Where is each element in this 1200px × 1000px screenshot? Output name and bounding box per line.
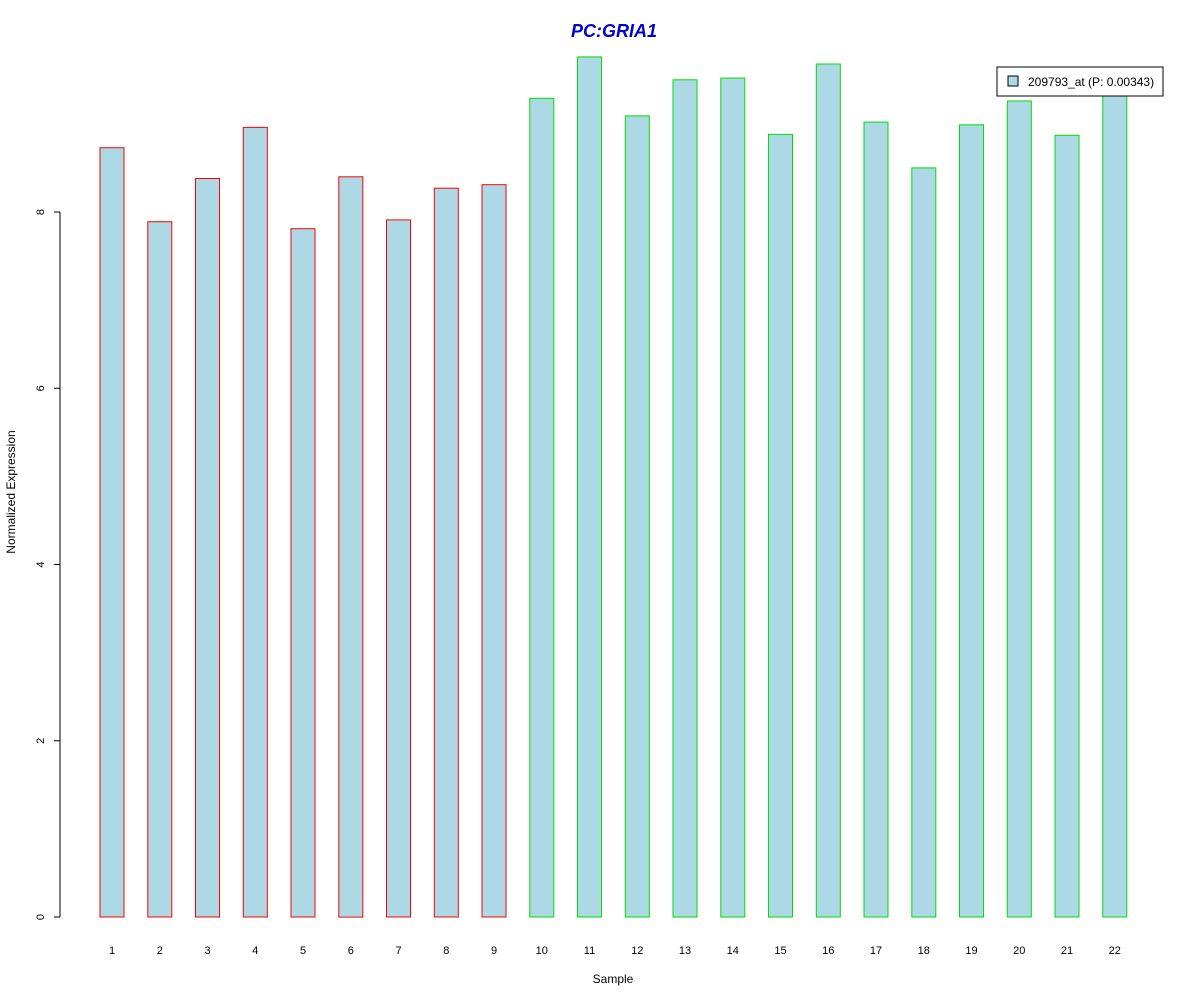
bar-sample-5 <box>290 228 316 918</box>
bar-sample-15 <box>768 133 793 918</box>
bar-sample-13 <box>672 79 698 918</box>
x-tick-label: 1 <box>109 945 115 957</box>
x-tick-label: 4 <box>252 945 258 957</box>
legend-box <box>996 66 1164 97</box>
bar-sample-14 <box>720 77 746 918</box>
legend: 209793_at (P: 0.00343) <box>996 66 1164 97</box>
bar-sample-10 <box>529 97 555 918</box>
x-tick-label: 6 <box>348 945 354 957</box>
y-axis-ticks: 0 2 4 6 8 <box>35 209 60 920</box>
bar-sample-12 <box>624 115 650 918</box>
y-tick-label: 8 <box>35 209 47 215</box>
bar-sample-17 <box>863 121 889 918</box>
x-axis-label: Sample <box>593 972 634 986</box>
x-tick-label: 16 <box>822 945 834 957</box>
x-tick-label: 3 <box>204 945 210 957</box>
x-tick-label: 2 <box>157 945 163 957</box>
x-tick-label: 15 <box>774 945 786 957</box>
bar-sample-21 <box>1054 134 1080 918</box>
y-tick-label: 2 <box>35 738 47 744</box>
bar-sample-7 <box>386 219 411 918</box>
x-tick-label: 12 <box>631 945 643 957</box>
x-tick-label: 14 <box>727 945 739 957</box>
x-tick-label: 21 <box>1061 945 1073 957</box>
bar-sample-6 <box>338 176 364 918</box>
chart-title: PC:GRIA1 <box>571 21 657 41</box>
legend-label: 209793_at (P: 0.00343) <box>1028 75 1154 89</box>
x-tick-label: 9 <box>491 945 497 957</box>
x-axis-tick-labels: 1 2 3 4 5 6 7 8 9 10 11 12 13 14 15 16 17 18 19 20 21 22 <box>109 945 1121 957</box>
bar-sample-3 <box>195 178 220 918</box>
x-tick-label: 7 <box>395 945 401 957</box>
x-tick-label: 13 <box>679 945 691 957</box>
x-tick-label: 17 <box>870 945 882 957</box>
legend-swatch <box>1007 75 1019 87</box>
bars-group <box>99 56 1128 918</box>
bar-sample-9 <box>481 184 507 918</box>
y-axis-label: Normalized Expression <box>4 430 18 553</box>
bar-sample-22 <box>1102 89 1128 918</box>
bar-sample-19 <box>959 124 984 918</box>
bar-sample-11 <box>577 56 602 918</box>
x-tick-label: 11 <box>584 945 595 957</box>
bar-sample-16 <box>815 63 841 918</box>
x-tick-label: 20 <box>1013 945 1025 957</box>
bar-sample-1 <box>99 147 125 918</box>
x-tick-label: 22 <box>1109 945 1121 957</box>
x-tick-label: 5 <box>300 945 306 957</box>
bar-sample-18 <box>911 167 937 918</box>
y-tick-label: 0 <box>35 914 47 920</box>
bar-sample-8 <box>433 187 459 918</box>
bar-sample-2 <box>147 221 173 918</box>
bar-sample-20 <box>1006 100 1032 918</box>
x-tick-label: 18 <box>918 945 930 957</box>
y-tick-label: 4 <box>35 561 47 567</box>
bar-sample-4 <box>242 126 268 918</box>
y-tick-label: 6 <box>35 385 47 391</box>
x-tick-label: 8 <box>443 945 449 957</box>
x-tick-label: 10 <box>536 945 548 957</box>
x-tick-label: 19 <box>965 945 977 957</box>
